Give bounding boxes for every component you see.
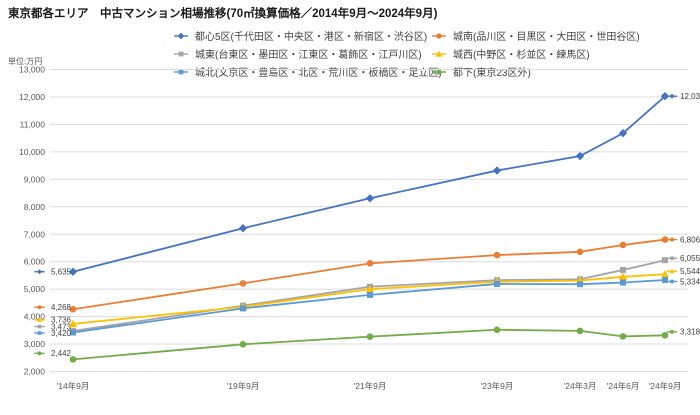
x-axis-labels: '14年9月 '19年9月 '21年9月 '23年9月 '24年3月 '24年6月 '24年…	[57, 381, 682, 391]
svg-text:10,000: 10,000	[19, 147, 45, 157]
legend-label: 都心5区(千代田区・中央区・港区・新宿区・渋谷区)	[195, 32, 428, 43]
legend-item-2: 城南(品川区・目黒区・大田区・世田谷区)	[428, 29, 640, 43]
data-label-first: 2,442	[34, 349, 72, 358]
data-label-first: 3,473	[34, 322, 72, 331]
svg-text:3,420: 3,420	[51, 329, 72, 338]
data-label-first: 5,635	[34, 268, 72, 277]
svg-text:'24年6月: '24年6月	[607, 381, 640, 391]
data-label-first: 3,736	[34, 316, 72, 325]
svg-text:'24年3月: '24年3月	[564, 381, 597, 391]
legend-label: 城南(品川区・目黒区・大田区・世田谷区)	[453, 32, 640, 43]
svg-text:6,055: 6,055	[680, 254, 700, 263]
svg-text:3,473: 3,473	[51, 322, 72, 331]
svg-text:8,000: 8,000	[24, 202, 46, 212]
svg-text:2,442: 2,442	[51, 349, 72, 358]
data-label-first: 4,268	[34, 303, 72, 312]
gridlines	[50, 69, 688, 372]
data-label-last: 6,806	[666, 235, 700, 244]
data-label-last: 5,544	[666, 267, 700, 276]
legend-item-5: 城北(文京区・豊島区・北区・荒川区・板橋区・足立区)	[170, 65, 442, 79]
svg-text:6,806: 6,806	[680, 235, 700, 244]
data-label-first: 3,420	[34, 329, 72, 338]
legend-label: 城北(文京区・豊島区・北区・荒川区・板橋区・足立区)	[195, 68, 442, 79]
svg-text:'24年9月: '24年9月	[649, 381, 682, 391]
series-2: 4,268 6,806	[34, 235, 700, 313]
svg-text:2,000: 2,000	[24, 367, 46, 377]
svg-text:9,000: 9,000	[24, 174, 46, 184]
svg-text:'23年9月: '23年9月	[481, 381, 514, 391]
svg-text:4,268: 4,268	[51, 303, 72, 312]
svg-text:3,318: 3,318	[680, 328, 700, 337]
svg-text:12,030: 12,030	[680, 92, 700, 101]
legend-key-icon	[174, 51, 188, 56]
data-label-last: 6,055	[666, 254, 700, 263]
series-6: 2,442 3,318	[34, 326, 700, 363]
chart-title: 東京都各エリア 中古マンション相場推移(70㎡換算価格／2014年9月～2024…	[8, 8, 438, 20]
legend-key-icon	[432, 68, 446, 75]
unit-label: 単位:万円	[8, 57, 43, 66]
legend-label: 都下(東京23区外)	[453, 68, 531, 79]
svg-text:'21年9月: '21年9月	[354, 381, 387, 391]
svg-text:5,334: 5,334	[680, 277, 700, 286]
legend-key-icon	[432, 50, 446, 57]
series-1: 5,635 12,030	[34, 91, 700, 277]
svg-text:4,000: 4,000	[24, 312, 46, 322]
legend-label: 城東(台東区・墨田区・江東区・葛飾区・江戸川区)	[195, 50, 422, 61]
svg-text:5,635: 5,635	[51, 268, 72, 277]
svg-text:'14年9月: '14年9月	[57, 381, 90, 391]
svg-text:'19年9月: '19年9月	[227, 381, 260, 391]
series-5: 3,420 5,334	[34, 276, 700, 338]
svg-text:6,000: 6,000	[24, 257, 46, 267]
legend-item-6: 都下(東京23区外)	[428, 65, 531, 79]
svg-text:3,000: 3,000	[24, 339, 46, 349]
legend-item-3: 城東(台東区・墨田区・江東区・葛飾区・江戸川区)	[170, 47, 422, 61]
svg-text:13,000: 13,000	[19, 65, 45, 75]
data-label-last: 5,334	[666, 277, 700, 286]
data-label-last: 3,318	[666, 328, 700, 337]
y-axis-labels: 2,000 3,000 4,000 5,000 6,000 7,000 8,000 9,000…	[19, 65, 45, 377]
svg-text:11,000: 11,000	[20, 119, 46, 129]
legend-key-icon	[174, 69, 188, 74]
data-label-last: 12,030	[666, 92, 700, 101]
legend-key-icon	[174, 32, 188, 39]
legend-item-1: 都心5区(千代田区・中央区・港区・新宿区・渋谷区)	[170, 29, 428, 43]
legend-item-4: 城西(中野区・杉並区・練馬区)	[428, 47, 590, 61]
legend-label: 城西(中野区・杉並区・練馬区)	[453, 50, 590, 61]
svg-text:5,000: 5,000	[24, 284, 46, 294]
svg-text:3,736: 3,736	[51, 316, 72, 325]
svg-text:12,000: 12,000	[19, 92, 45, 102]
svg-text:5,544: 5,544	[680, 267, 700, 276]
legend-key-icon	[432, 32, 446, 39]
svg-text:7,000: 7,000	[24, 229, 46, 239]
